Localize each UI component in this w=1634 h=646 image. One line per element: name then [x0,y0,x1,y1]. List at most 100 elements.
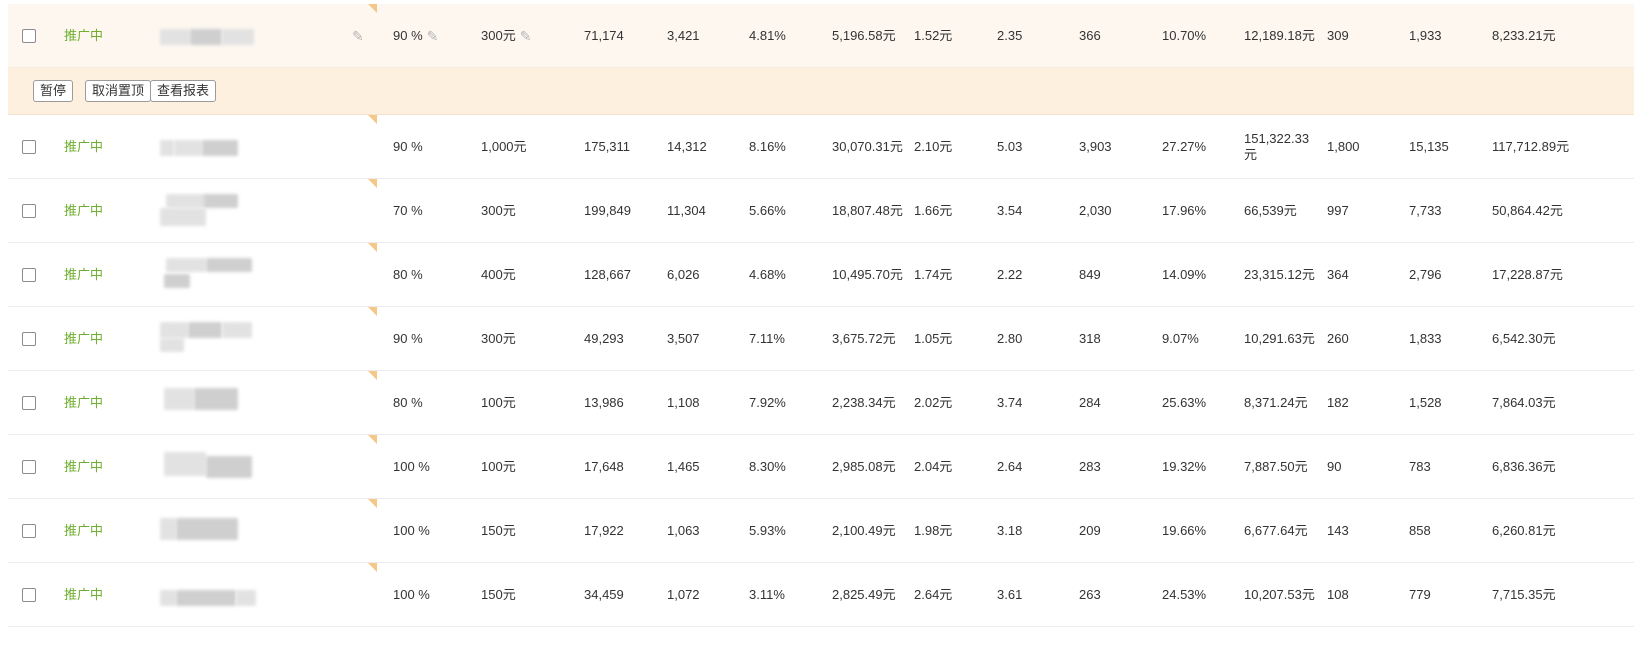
metric-cell-c2: 1,063 [667,499,745,562]
table-row: 推广中 80 % 400元 128,667 6,026 4.68% 10,495.70元 1.… [8,243,1634,307]
campaign-name-redacted[interactable] [160,17,256,55]
edit-name-pencil-icon[interactable]: ✎ [352,27,364,44]
metric-value: 997 [1327,202,1349,218]
checkbox-cell [22,371,36,434]
redacted-text-block [176,589,236,606]
metric-cell-c7: 209 [1079,499,1157,562]
metric-cell-c1: 128,667 [584,243,662,306]
metric-value: 7,864.03元 [1492,394,1556,410]
table-row: 推广中 ✎ 90 % ✎ 300元 ✎ 71,174 3,421 4.81% 5,196.58元 1… [8,4,1634,68]
metric-value: 8.16% [749,138,786,154]
row-checkbox[interactable] [22,523,36,538]
campaign-name-redacted[interactable] [160,448,256,486]
redacted-text-block [160,589,176,606]
unpin-button[interactable]: 取消置顶 [85,80,152,102]
metric-value: 1,063 [667,522,700,538]
row-checkbox[interactable] [22,139,36,154]
row-checkbox[interactable] [22,203,36,218]
metric-cell-c1: 13,986 [584,371,662,434]
pause-button[interactable]: 暂停 [33,80,74,102]
metric-cell-c6: 3.61 [997,563,1075,626]
metric-cell-c6: 2.35 [997,4,1075,67]
budget-text: 300元 [481,202,516,218]
view-report-button[interactable]: 查看报表 [150,80,217,102]
metric-value: 1.05元 [914,330,953,346]
campaign-name-redacted[interactable] [160,576,256,614]
status-label: 推广中 [64,394,104,410]
redacted-text-block [166,257,206,272]
metric-cell-c2: 1,072 [667,563,745,626]
campaign-name-redacted[interactable] [160,256,256,294]
metric-cell-c7: 283 [1079,435,1157,498]
corner-flag-marker [368,307,377,316]
metric-value: 3,675.72元 [832,330,896,346]
campaign-name-redacted[interactable] [160,192,256,230]
metric-cell-c8: 25.63% [1162,371,1240,434]
campaign-name-redacted[interactable] [160,512,256,550]
metric-value: 6,542.30元 [1492,330,1556,346]
metric-cell-c2: 3,421 [667,4,745,67]
metric-cell-c12: 8,233.21元 [1492,4,1570,67]
daily-budget-value: 300元 ✎ [481,4,531,67]
bid-ratio-text: 80 % [393,394,423,410]
metric-value: 283 [1079,458,1101,474]
metric-value: 143 [1327,522,1349,538]
metric-value: 849 [1079,266,1101,282]
corner-flag-marker [368,243,377,252]
metric-value: 2.35 [997,27,1023,43]
metric-cell-c12: 6,542.30元 [1492,307,1570,370]
metric-value: 2.80 [997,330,1023,346]
metric-cell-c4: 2,100.49元 [832,499,910,562]
metric-cell-c3: 7.92% [749,371,827,434]
metric-value: 3.18 [997,522,1023,538]
row-checkbox[interactable] [22,267,36,282]
edit-ratio-pencil-icon[interactable]: ✎ [426,27,439,44]
budget-text: 300元 [481,27,516,43]
campaign-name-redacted[interactable] [160,128,256,166]
metric-cell-c6: 3.18 [997,499,1075,562]
metric-value: 128,667 [584,266,631,282]
metric-value: 13,986 [584,394,624,410]
metric-value: 8.30% [749,458,786,474]
metric-cell-c12: 117,712.89元 [1492,115,1570,178]
metric-value: 1,800 [1327,138,1360,154]
redacted-text-block [202,139,238,156]
metric-cell-c12: 6,260.81元 [1492,499,1570,562]
row-checkbox[interactable] [22,587,36,602]
metric-cell-c8: 27.27% [1162,115,1240,178]
bid-ratio-value: 80 % [393,243,423,306]
row-checkbox[interactable] [22,459,36,474]
bid-ratio-text: 80 % [393,266,423,282]
metric-value: 49,293 [584,330,624,346]
corner-flag-marker [368,435,377,444]
campaign-name-redacted[interactable] [160,320,256,358]
metric-value: 260 [1327,330,1349,346]
metric-value: 199,849 [584,202,631,218]
metric-value: 6,026 [667,266,700,282]
metric-cell-c10: 997 [1327,179,1405,242]
edit-budget-pencil-icon[interactable]: ✎ [519,27,532,44]
status-label: 推广中 [64,330,104,346]
row-checkbox[interactable] [22,395,36,410]
metric-value: 2.22 [997,266,1023,282]
budget-text: 1,000元 [481,138,527,154]
campaign-name-redacted[interactable] [160,384,256,422]
table-row: 推广中 70 % 300元 199,849 11,304 5.66% 18,807.48元 1… [8,179,1634,243]
row-checkbox[interactable] [22,28,36,43]
metric-cell-c7: 284 [1079,371,1157,434]
row-checkbox[interactable] [22,331,36,346]
metric-value: 1,833 [1409,330,1442,346]
metric-cell-c10: 182 [1327,371,1405,434]
metric-cell-c5: 1.52元 [914,4,992,67]
daily-budget-value: 100元 [481,371,516,434]
metric-value: 17.96% [1162,202,1207,218]
metric-value: 6,260.81元 [1492,522,1556,538]
metric-value: 10,291.63元 [1244,330,1315,346]
metric-value: 5.66% [749,202,786,218]
metric-value: 19.32% [1162,458,1207,474]
bid-ratio-text: 90 % [393,138,423,154]
redacted-text-block [164,273,190,288]
corner-flag-marker [368,179,377,188]
metric-cell-c11: 1,528 [1409,371,1487,434]
metric-cell-c7: 849 [1079,243,1157,306]
